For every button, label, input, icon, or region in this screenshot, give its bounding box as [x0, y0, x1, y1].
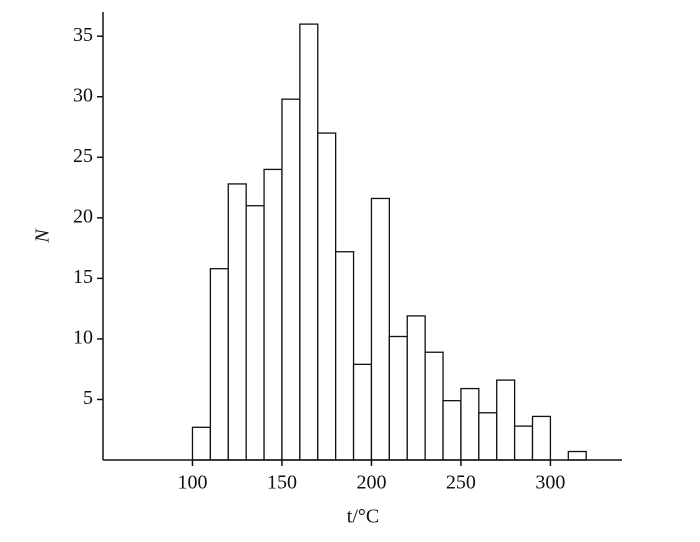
bar	[263, 168, 283, 461]
bar	[388, 335, 408, 461]
bar	[460, 387, 480, 461]
bar	[281, 98, 301, 461]
y-tick-label: 10	[73, 327, 93, 349]
x-axis-label: t/°C	[347, 506, 379, 528]
bar	[335, 251, 355, 461]
y-tick-label: 5	[83, 387, 93, 409]
y-axis-label: N	[32, 228, 54, 244]
bar	[406, 315, 426, 461]
x-tick-label: 100	[177, 472, 207, 494]
bar	[442, 400, 462, 461]
bar	[227, 183, 247, 461]
x-tick-label: 250	[446, 472, 476, 494]
bar	[191, 426, 212, 461]
bar	[567, 450, 587, 461]
bar	[352, 363, 373, 461]
bar	[513, 425, 534, 461]
x-tick-label: 300	[535, 472, 565, 494]
x-tick-label: 200	[356, 472, 386, 494]
y-tick-label: 20	[73, 205, 93, 227]
y-tick-label: 25	[73, 145, 93, 167]
y-tick-label: 35	[73, 24, 93, 46]
bar	[245, 205, 265, 461]
x-tick-label: 150	[267, 472, 297, 494]
bar	[496, 379, 516, 461]
bar	[531, 415, 552, 461]
bar	[209, 268, 229, 461]
bar	[370, 197, 390, 461]
bar	[424, 351, 444, 461]
y-tick-label: 15	[73, 266, 93, 288]
bar	[299, 23, 319, 461]
bar	[317, 132, 337, 461]
bar	[478, 412, 498, 461]
y-tick-label: 30	[73, 84, 93, 106]
